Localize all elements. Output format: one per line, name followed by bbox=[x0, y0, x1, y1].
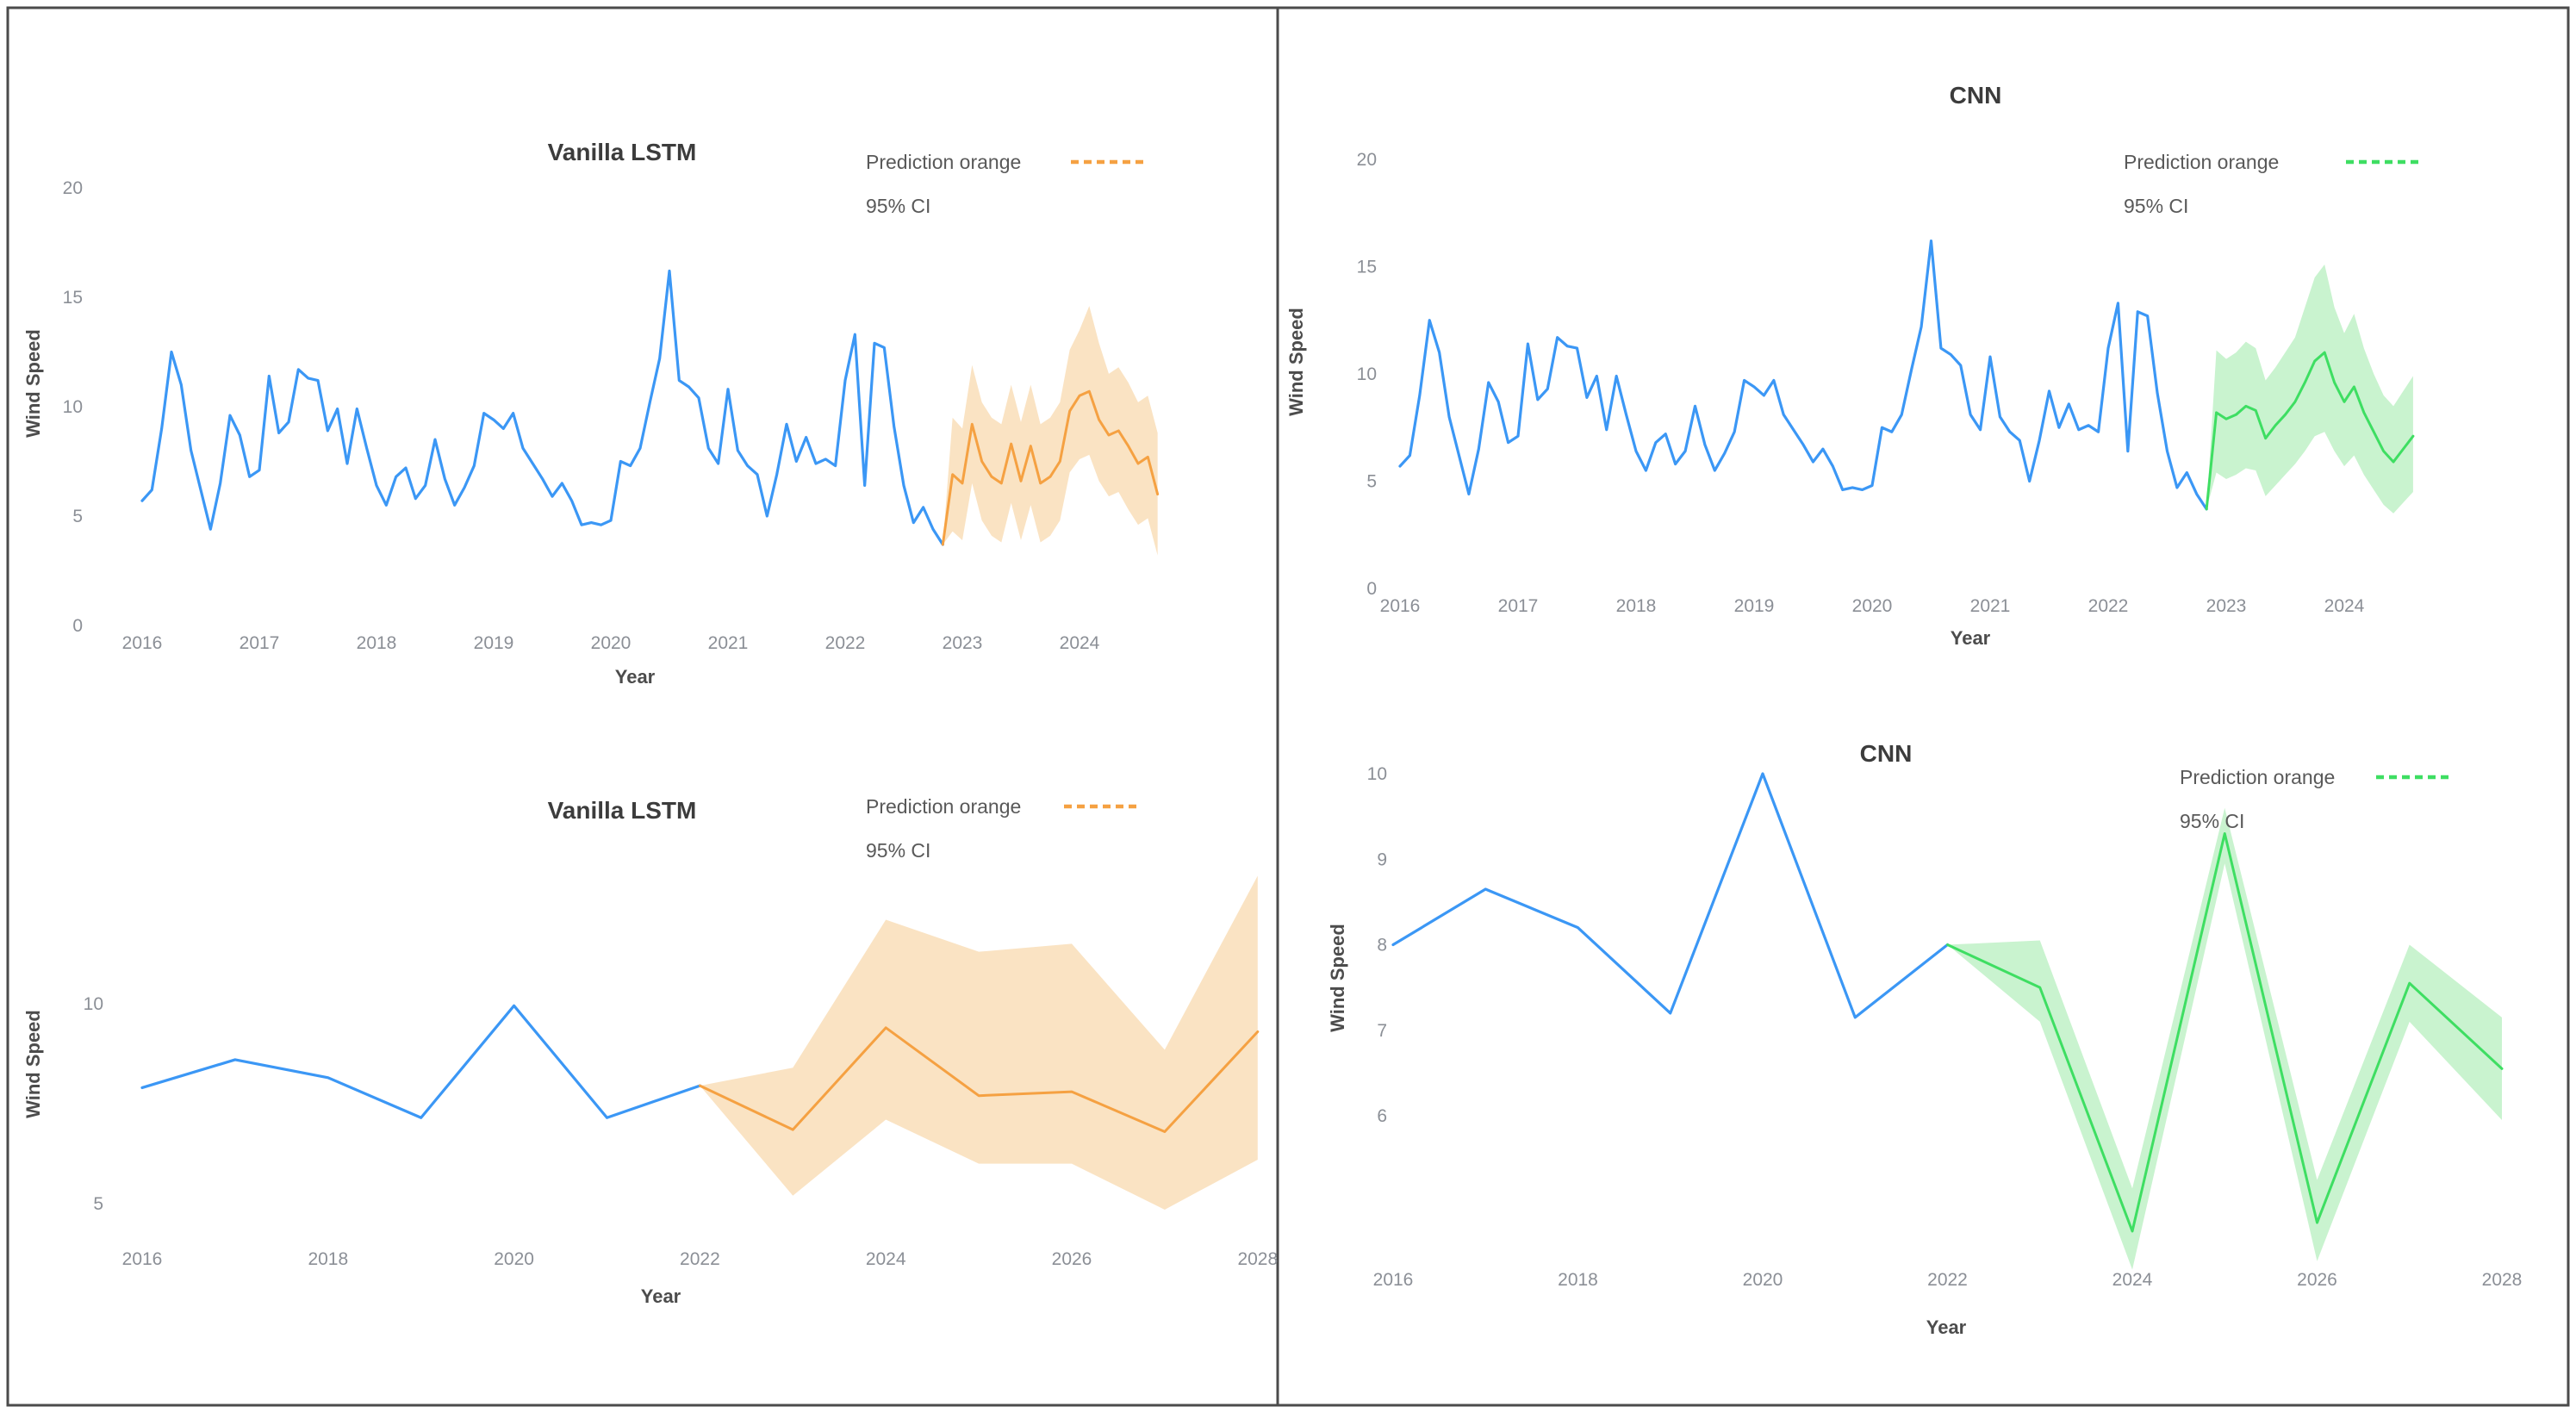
x-tick-labels: 2016 2017 2018 2019 2020 2021 2022 2023 2024 bbox=[1380, 596, 2365, 616]
y-tick-label: 6 bbox=[1377, 1106, 1387, 1126]
observed-line bbox=[1391, 772, 1950, 1019]
y-tick-label: 5 bbox=[72, 507, 83, 526]
y-axis-label: Wind Speed bbox=[22, 329, 44, 438]
prediction-line bbox=[2205, 351, 2415, 511]
y-tick-label: 5 bbox=[1366, 472, 1377, 492]
x-tick-label: 2024 bbox=[2112, 1270, 2153, 1290]
x-tick-label: 2024 bbox=[1060, 633, 1100, 653]
legend-prediction-label: Prediction orange bbox=[866, 795, 1021, 818]
figure-border bbox=[6, 6, 2570, 1407]
y-tick-label: 10 bbox=[1357, 364, 1377, 384]
y-axis-label: Wind Speed bbox=[1327, 924, 1348, 1032]
y-tick-label: 10 bbox=[63, 397, 83, 417]
x-tick-label: 2022 bbox=[2088, 596, 2129, 616]
confidence-band bbox=[700, 875, 1258, 1210]
y-axis-label: Wind Speed bbox=[1285, 308, 1307, 416]
x-tick-label: 2018 bbox=[1616, 596, 1657, 616]
x-tick-label: 2020 bbox=[1852, 596, 1893, 616]
x-tick-label: 2016 bbox=[1380, 596, 1421, 616]
confidence-band bbox=[1947, 807, 2502, 1270]
chart-vanilla-lstm-monthly: 2016 2017 2018 2019 2020 2021 2022 2023 2024 0 5 1… bbox=[22, 139, 1160, 688]
legend-prediction-label: Prediction orange bbox=[2180, 766, 2335, 788]
y-tick-label: 7 bbox=[1377, 1021, 1387, 1041]
legend-ci-label: 95% CI bbox=[2124, 195, 2188, 217]
x-tick-label: 2016 bbox=[1373, 1270, 1414, 1290]
legend-prediction-label: Prediction orange bbox=[2124, 151, 2279, 173]
y-axis-label: Wind Speed bbox=[22, 1010, 44, 1118]
x-tick-label: 2019 bbox=[474, 633, 514, 653]
y-tick-label: 0 bbox=[1366, 579, 1377, 599]
y-tick-labels: 6 7 8 9 10 bbox=[1367, 764, 1387, 1126]
x-tick-label: 2016 bbox=[122, 1249, 163, 1269]
x-tick-label: 2026 bbox=[2297, 1270, 2337, 1290]
legend-prediction-label: Prediction orange bbox=[866, 151, 1021, 173]
x-tick-label: 2021 bbox=[708, 633, 749, 653]
chart-title: CNN bbox=[1860, 740, 1913, 767]
x-tick-label: 2020 bbox=[1743, 1270, 1783, 1290]
chart-title: CNN bbox=[1950, 82, 2002, 109]
x-tick-labels: 2016 2018 2020 2022 2024 2026 2028 bbox=[122, 1249, 1279, 1269]
x-tick-label: 2019 bbox=[1734, 596, 1775, 616]
observed-line bbox=[140, 1004, 702, 1119]
chart-title: Vanilla LSTM bbox=[548, 797, 697, 824]
x-tick-label: 2021 bbox=[1970, 596, 2011, 616]
x-tick-label: 2022 bbox=[825, 633, 866, 653]
y-tick-label: 0 bbox=[72, 616, 83, 636]
x-tick-label: 2024 bbox=[866, 1249, 906, 1269]
prediction-line bbox=[941, 389, 1160, 546]
observed-line bbox=[140, 269, 944, 546]
x-axis-label: Year bbox=[1951, 627, 1991, 649]
y-tick-label: 5 bbox=[93, 1194, 103, 1214]
legend-ci-label: 95% CI bbox=[866, 195, 930, 217]
y-tick-label: 20 bbox=[1357, 150, 1377, 170]
x-tick-label: 2020 bbox=[494, 1249, 534, 1269]
y-tick-label: 10 bbox=[1367, 764, 1387, 784]
x-tick-label: 2028 bbox=[1237, 1249, 1278, 1269]
plot-area bbox=[140, 875, 1260, 1210]
confidence-band bbox=[2206, 265, 2413, 514]
chart-vanilla-lstm-yearly: 2016 2018 2020 2022 2024 2026 2028 5 10 Vanilla… bbox=[22, 795, 1278, 1307]
x-tick-label: 2017 bbox=[1498, 596, 1539, 616]
y-tick-labels: 0 5 10 15 20 bbox=[63, 178, 83, 636]
prediction-line bbox=[1946, 831, 2504, 1233]
legend-ci-label: 95% CI bbox=[2180, 810, 2244, 832]
y-tick-label: 10 bbox=[84, 994, 103, 1014]
x-tick-label: 2020 bbox=[591, 633, 632, 653]
y-tick-label: 20 bbox=[63, 178, 83, 198]
x-tick-label: 2022 bbox=[680, 1249, 720, 1269]
y-tick-label: 15 bbox=[1357, 258, 1377, 277]
y-tick-label: 8 bbox=[1377, 936, 1387, 955]
x-tick-label: 2017 bbox=[240, 633, 280, 653]
x-tick-label: 2022 bbox=[1927, 1270, 1968, 1290]
x-tick-label: 2018 bbox=[308, 1249, 348, 1269]
legend-ci-label: 95% CI bbox=[866, 839, 930, 862]
x-tick-label: 2024 bbox=[2324, 596, 2365, 616]
x-axis-label: Year bbox=[615, 666, 656, 688]
y-tick-labels: 5 10 bbox=[84, 994, 103, 1214]
observed-line bbox=[1398, 240, 2208, 511]
x-tick-label: 2016 bbox=[122, 633, 163, 653]
x-tick-label: 2023 bbox=[2206, 596, 2247, 616]
confidence-band bbox=[943, 306, 1158, 556]
x-tick-label: 2028 bbox=[2482, 1270, 2523, 1290]
x-tick-label: 2018 bbox=[1558, 1270, 1598, 1290]
x-axis-label: Year bbox=[1926, 1317, 1967, 1338]
y-tick-labels: 0 5 10 15 20 bbox=[1357, 150, 1377, 599]
plot-area bbox=[140, 269, 1160, 556]
x-tick-labels: 2016 2018 2020 2022 2024 2026 2028 bbox=[1373, 1270, 2523, 1290]
plot-area bbox=[1398, 240, 2415, 514]
y-tick-label: 9 bbox=[1377, 850, 1387, 869]
x-tick-label: 2018 bbox=[357, 633, 397, 653]
x-tick-label: 2026 bbox=[1052, 1249, 1092, 1269]
x-tick-label: 2023 bbox=[943, 633, 983, 653]
plot-area bbox=[1391, 772, 2504, 1270]
x-axis-label: Year bbox=[641, 1285, 681, 1307]
x-tick-labels: 2016 2017 2018 2019 2020 2021 2022 2023 2024 bbox=[122, 633, 1100, 653]
chart-title: Vanilla LSTM bbox=[548, 139, 697, 165]
chart-cnn-monthly: 2016 2017 2018 2019 2020 2021 2022 2023 2024 0 5 1… bbox=[1285, 82, 2419, 649]
prediction-line bbox=[698, 1026, 1260, 1133]
y-tick-label: 15 bbox=[63, 288, 83, 308]
